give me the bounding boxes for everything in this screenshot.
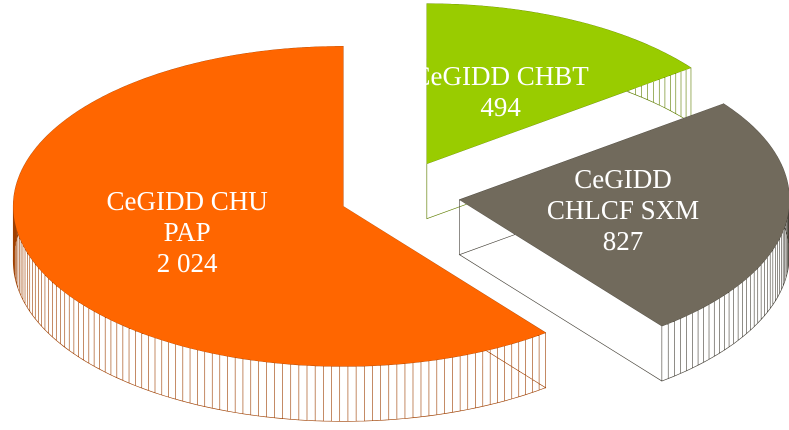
value-label: 2 024 [156, 247, 218, 278]
slice [459, 103, 789, 326]
slice-label-box: CeGIDD CHLCF SXM 827 [533, 150, 713, 270]
slice [13, 46, 546, 367]
slice-label-box: CeGIDD CHU PAP 2 024 [82, 172, 292, 292]
value-label: 494 [480, 92, 521, 123]
category-label: CeGIDD CHU PAP [106, 185, 268, 247]
slice-label-box: CeGIDD CHBT 494 [386, 32, 616, 152]
category-label: CeGIDD CHLCF SXM [546, 163, 700, 225]
value-label: 827 [602, 225, 644, 256]
category-label: CeGIDD CHBT [412, 61, 589, 92]
slice [426, 3, 691, 164]
